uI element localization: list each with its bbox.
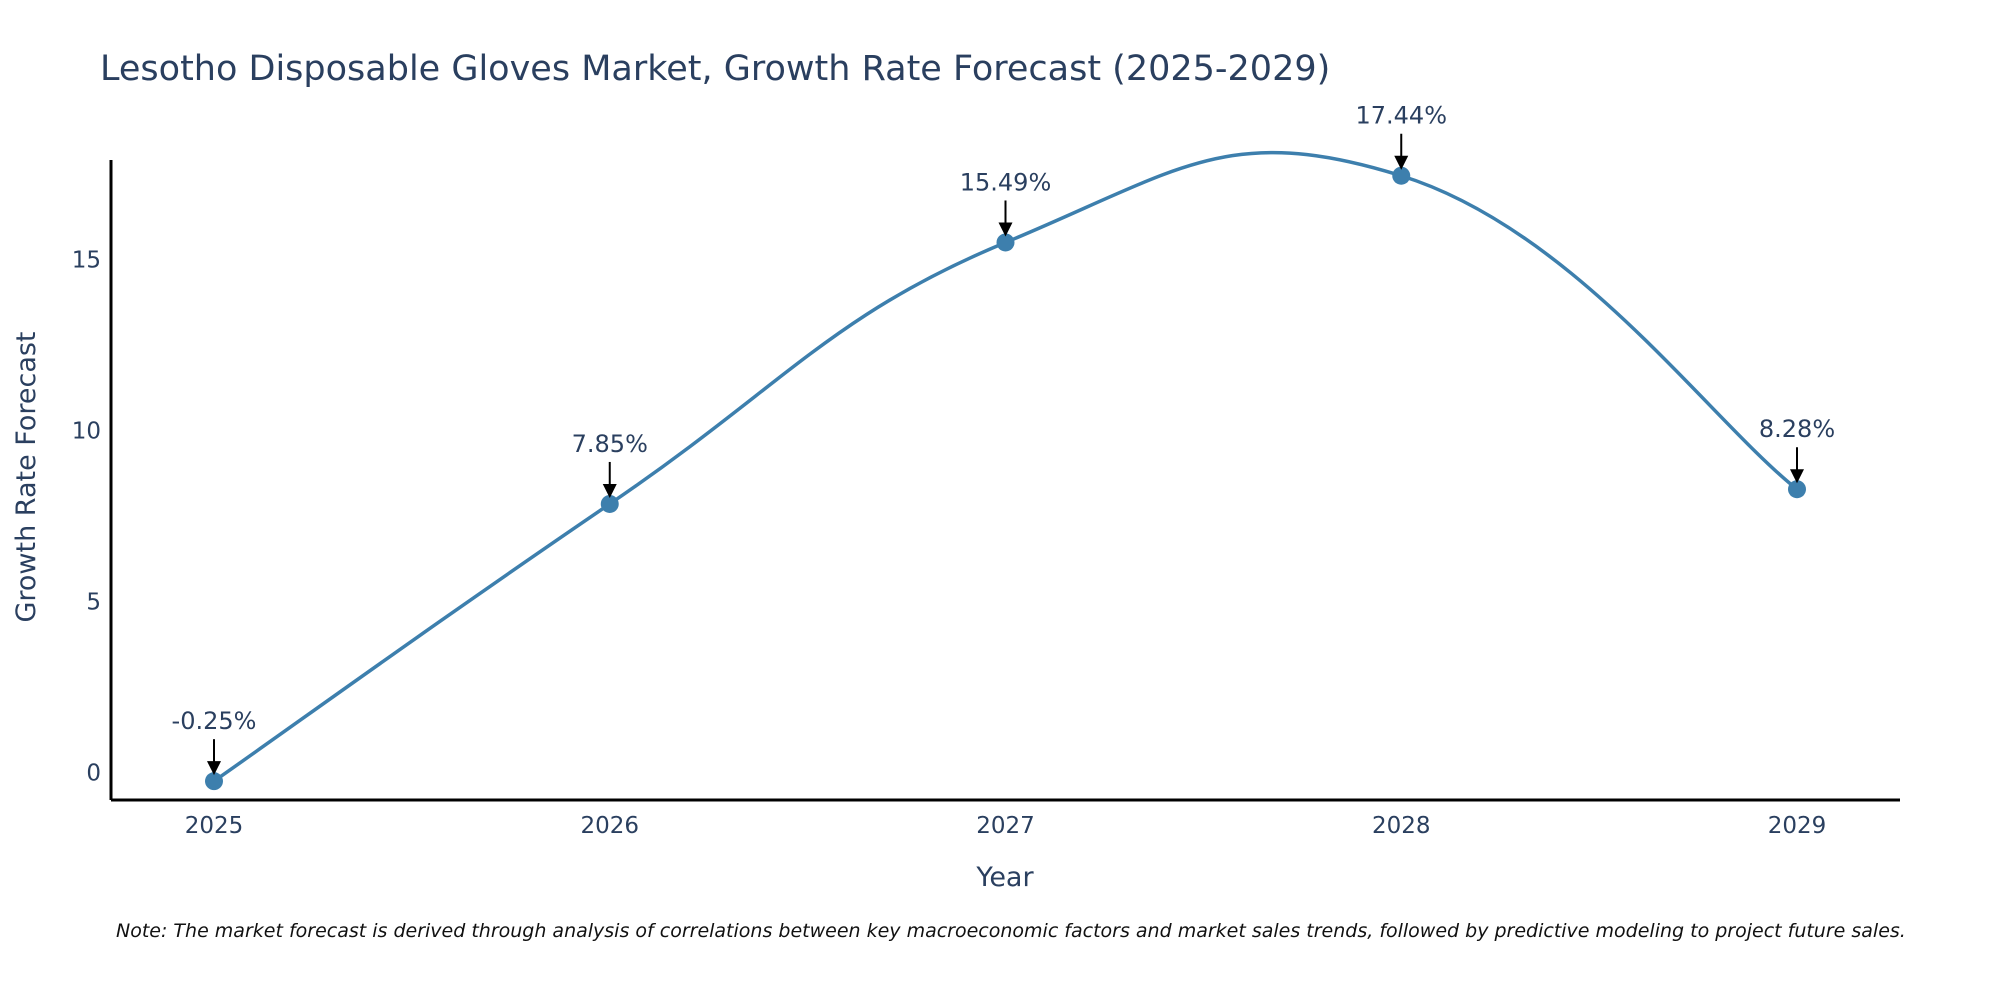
x-tick-label: 2026 xyxy=(580,813,639,839)
data-label: 7.85% xyxy=(572,430,648,458)
data-label: 17.44% xyxy=(1355,102,1447,130)
annotation-arrow-head xyxy=(602,483,617,498)
annotation-arrow-head xyxy=(1790,469,1804,484)
y-tick-label: 0 xyxy=(86,761,101,787)
data-point xyxy=(1788,480,1806,499)
annotation-arrow-head xyxy=(207,761,221,776)
annotation-arrow-head xyxy=(998,222,1013,237)
x-tick-label: 2028 xyxy=(1372,813,1431,839)
data-label: 15.49% xyxy=(960,168,1052,196)
footnote: Note: The market forecast is derived thr… xyxy=(116,920,1906,942)
x-axis-title: Year xyxy=(975,862,1034,893)
data-label: -0.25% xyxy=(172,707,257,735)
data-point xyxy=(600,494,619,513)
annotation-arrow-head xyxy=(1394,155,1409,170)
y-tick-label: 5 xyxy=(86,589,101,615)
x-tick-label: 2025 xyxy=(185,813,244,839)
x-tick-label: 2027 xyxy=(976,813,1035,839)
chart-title: Lesotho Disposable Gloves Market, Growth… xyxy=(100,49,1330,89)
y-tick-label: 15 xyxy=(72,247,101,273)
x-tick-label: 2029 xyxy=(1768,813,1827,839)
y-axis-title: Growth Rate Forecast xyxy=(11,331,42,622)
y-tick-label: 10 xyxy=(72,418,101,444)
data-label: 8.28% xyxy=(1759,415,1835,443)
data-point xyxy=(205,772,223,791)
data-point xyxy=(1392,166,1411,185)
data-point xyxy=(996,233,1015,252)
